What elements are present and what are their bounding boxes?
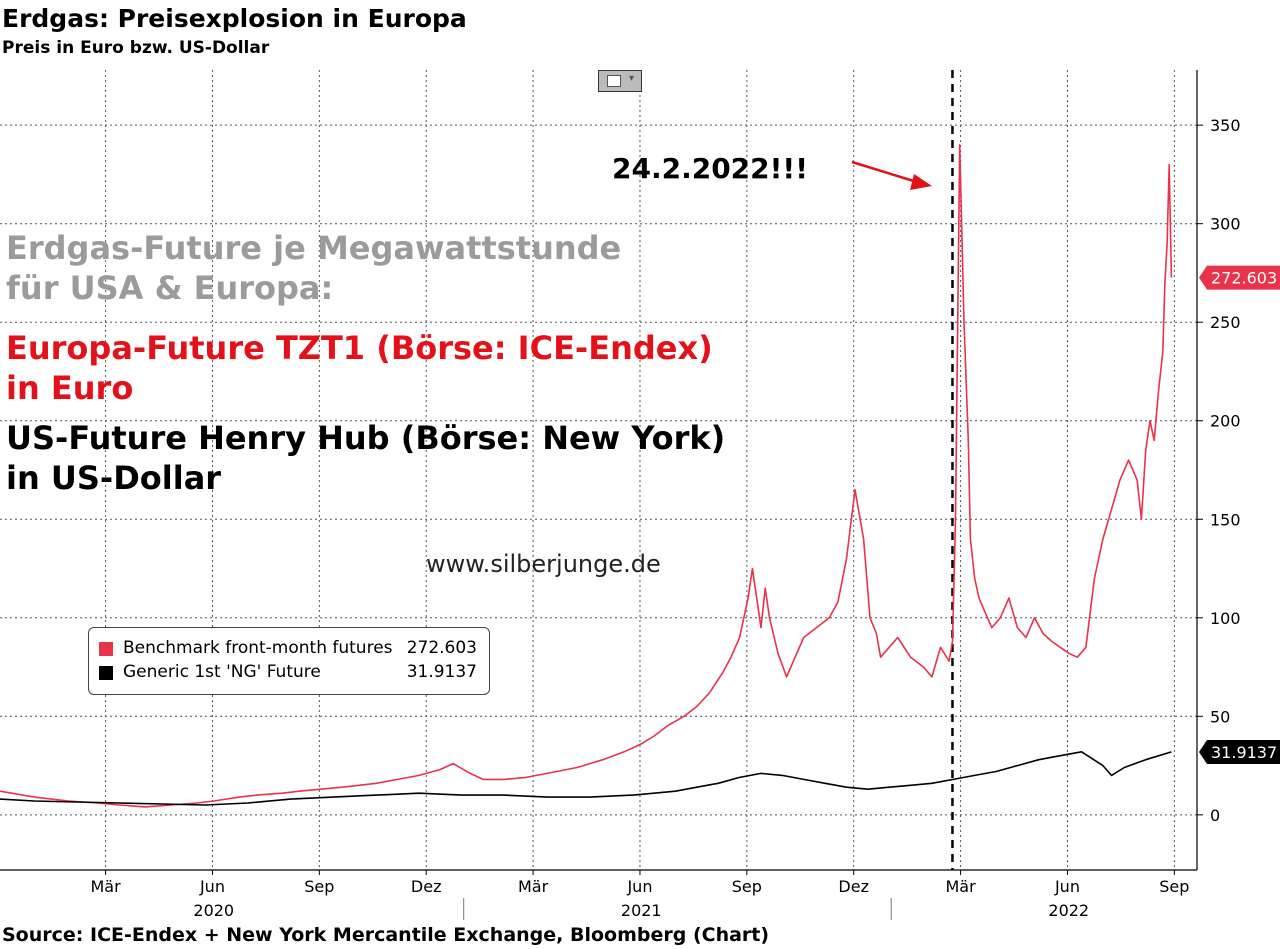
legend-name: Benchmark front-month futures [123, 638, 393, 658]
legend-item: Benchmark front-month futures 272.603 [99, 638, 479, 660]
source-note: Source: ICE-Endex + New York Mercantile … [2, 924, 770, 946]
y-tick-label: 150 [1210, 510, 1241, 529]
last-value-tag [1199, 265, 1280, 290]
annotation-black: US-Future Henry Hub (Börse: New York) in… [6, 418, 725, 498]
x-tick-label: Sep [304, 877, 334, 896]
legend: Benchmark front-month futures 272.603 Ge… [88, 627, 490, 695]
last-value-tag [1199, 739, 1280, 764]
chart-subtitle: Preis in Euro bzw. US-Dollar [2, 38, 270, 58]
annotation-black-line2: in US-Dollar [6, 459, 222, 497]
series-line-us [0, 750, 1172, 806]
x-tick-label: Dez [838, 877, 869, 896]
legend-value: 31.9137 [406, 662, 477, 682]
x-tick-label: Mär [945, 877, 976, 896]
y-tick-label: 350 [1210, 116, 1241, 135]
y-tick-label: 100 [1210, 609, 1241, 628]
x-tick-label: Mär [90, 877, 121, 896]
x-tick-label: Sep [1159, 877, 1189, 896]
x-tick-label: Jun [626, 877, 652, 896]
annotation-red-line2: in Euro [6, 369, 134, 407]
watermark: www.silberjunge.de [426, 550, 661, 578]
annotation-red: Europa-Future TZT1 (Börse: ICE-Endex) in… [6, 328, 713, 408]
x-tick-label: Mär [518, 877, 549, 896]
x-tick-label: Jun [199, 877, 225, 896]
y-tick-label: 200 [1210, 412, 1241, 431]
series-line-europe [0, 144, 1173, 808]
x-year-label: 2020 [193, 901, 234, 920]
annotation-date: 24.2.2022!!! [612, 152, 808, 185]
x-year-label: 2022 [1048, 901, 1089, 920]
legend-item: Generic 1st 'NG' Future 31.9137 [99, 662, 479, 684]
annotation-gray-line1: Erdgas-Future je Megawattstunde [6, 229, 622, 267]
last-value-label: 272.603 [1211, 269, 1277, 288]
y-tick-label: 250 [1210, 313, 1241, 332]
chart-title: Erdgas: Preisexplosion in Europa [2, 4, 467, 33]
legend-swatch [99, 666, 113, 680]
x-tick-label: Sep [732, 877, 762, 896]
y-tick-label: 0 [1210, 806, 1220, 825]
y-tick-label: 50 [1210, 707, 1230, 726]
x-tick-label: Jun [1054, 877, 1080, 896]
legend-value: 272.603 [406, 638, 477, 658]
annotation-arrow [851, 160, 921, 185]
annotation-gray: Erdgas-Future je Megawattstunde für USA … [6, 228, 621, 308]
chart-options-widget[interactable]: ▾ [598, 70, 642, 92]
chevron-down-icon: ▾ [629, 73, 635, 84]
legend-name: Generic 1st 'NG' Future [123, 662, 321, 682]
legend-swatch [99, 642, 113, 656]
annotation-red-line1: Europa-Future TZT1 (Börse: ICE-Endex) [6, 329, 713, 367]
chart-mini-icon [607, 75, 621, 87]
y-tick-label: 300 [1210, 215, 1241, 234]
annotation-arrow-head [910, 174, 932, 190]
annotation-gray-line2: für USA & Europa: [6, 269, 334, 307]
x-year-label: 2021 [621, 901, 662, 920]
last-value-label: 31.9137 [1211, 743, 1277, 762]
annotation-black-line1: US-Future Henry Hub (Börse: New York) [6, 419, 726, 457]
x-tick-label: Dez [411, 877, 442, 896]
